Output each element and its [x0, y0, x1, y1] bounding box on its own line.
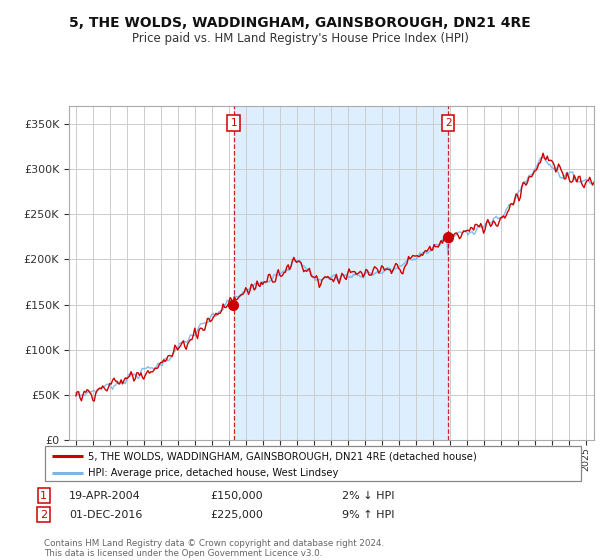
- Text: £150,000: £150,000: [210, 491, 263, 501]
- Text: 1: 1: [40, 491, 47, 501]
- Bar: [233, 106, 448, 440]
- Text: 9% ↑ HPI: 9% ↑ HPI: [342, 510, 395, 520]
- Text: 1: 1: [230, 118, 237, 128]
- Text: Price paid vs. HM Land Registry's House Price Index (HPI): Price paid vs. HM Land Registry's House …: [131, 32, 469, 45]
- Text: Contains HM Land Registry data © Crown copyright and database right 2024.
This d: Contains HM Land Registry data © Crown c…: [44, 539, 384, 558]
- Text: 5, THE WOLDS, WADDINGHAM, GAINSBOROUGH, DN21 4RE: 5, THE WOLDS, WADDINGHAM, GAINSBOROUGH, …: [69, 16, 531, 30]
- Text: 2: 2: [40, 510, 47, 520]
- Text: 2% ↓ HPI: 2% ↓ HPI: [342, 491, 395, 501]
- FancyBboxPatch shape: [45, 446, 581, 481]
- Text: 01-DEC-2016: 01-DEC-2016: [69, 510, 142, 520]
- Text: £225,000: £225,000: [210, 510, 263, 520]
- Text: 19-APR-2004: 19-APR-2004: [69, 491, 141, 501]
- Text: HPI: Average price, detached house, West Lindsey: HPI: Average price, detached house, West…: [88, 468, 338, 478]
- Text: 5, THE WOLDS, WADDINGHAM, GAINSBOROUGH, DN21 4RE (detached house): 5, THE WOLDS, WADDINGHAM, GAINSBOROUGH, …: [88, 451, 477, 461]
- Text: 2: 2: [445, 118, 452, 128]
